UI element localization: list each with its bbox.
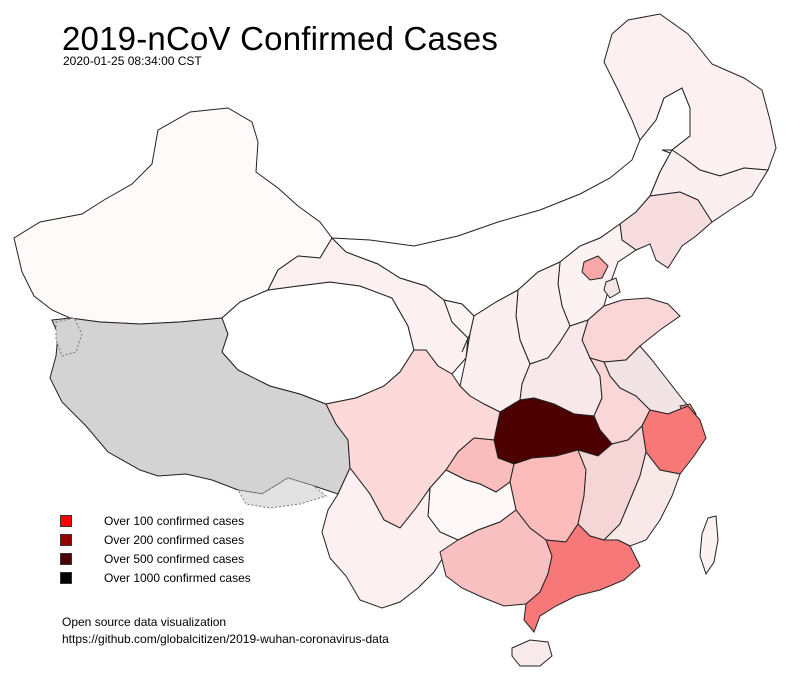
- legend-item: Over 200 confirmed cases: [60, 530, 251, 549]
- region-beijing: [581, 255, 609, 281]
- footer-credits: Open source data visualization https://g…: [62, 614, 389, 648]
- region-heilongjiang: [603, 13, 777, 177]
- footer-link[interactable]: https://github.com/globalcitizen/2019-wu…: [62, 632, 389, 646]
- footer-description: Open source data visualization: [62, 615, 227, 629]
- region-liaoning: [619, 191, 713, 269]
- region-aksai-chin: [55, 317, 83, 357]
- region-guangdong: [523, 523, 641, 633]
- map-legend: Over 100 confirmed cases Over 200 confir…: [60, 511, 251, 587]
- map-timestamp: 2020-01-25 08:34:00 CST: [63, 54, 202, 68]
- map-title: 2019-nCoV Confirmed Cases: [62, 20, 499, 57]
- region-taiwan: [699, 515, 719, 576]
- legend-swatch: [60, 571, 72, 584]
- legend-item: Over 100 confirmed cases: [60, 511, 251, 530]
- region-tianjin: [603, 277, 621, 299]
- legend-label: Over 1000 confirmed cases: [104, 570, 251, 585]
- region-hainan: [511, 639, 553, 667]
- region-south-tibet: [237, 477, 328, 509]
- legend-swatch: [60, 533, 72, 546]
- legend-item: Over 1000 confirmed cases: [60, 568, 251, 587]
- legend-swatch: [60, 552, 72, 565]
- legend-swatch: [60, 514, 72, 527]
- legend-label: Over 500 confirmed cases: [104, 551, 245, 566]
- legend-item: Over 500 confirmed cases: [60, 549, 251, 568]
- legend-label: Over 200 confirmed cases: [104, 532, 245, 547]
- legend-label: Over 100 confirmed cases: [104, 513, 245, 528]
- region-ningxia: [443, 299, 475, 353]
